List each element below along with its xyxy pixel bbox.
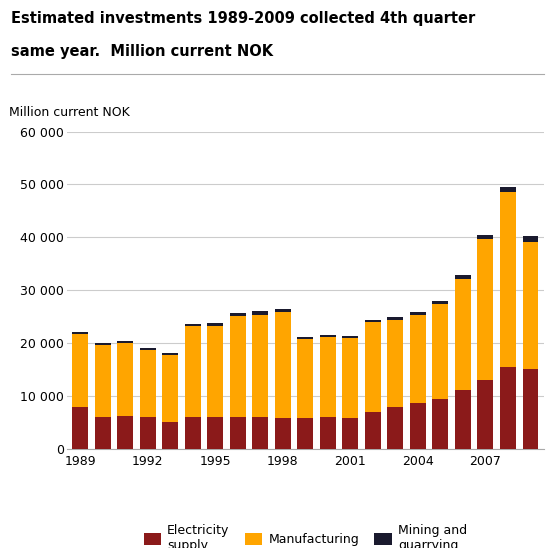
Bar: [500, 187, 516, 192]
Bar: [522, 242, 538, 369]
Bar: [185, 416, 200, 449]
Bar: [342, 418, 358, 449]
Bar: [455, 275, 471, 279]
Bar: [72, 334, 88, 407]
Bar: [410, 403, 426, 449]
Bar: [95, 343, 110, 345]
Bar: [320, 337, 336, 416]
Bar: [455, 279, 471, 390]
Bar: [477, 238, 493, 380]
Bar: [387, 319, 403, 407]
Bar: [95, 345, 110, 416]
Bar: [208, 327, 223, 416]
Bar: [477, 380, 493, 449]
Bar: [162, 353, 178, 355]
Bar: [230, 313, 245, 316]
Bar: [72, 332, 88, 334]
Bar: [297, 339, 313, 418]
Bar: [140, 347, 155, 350]
Bar: [185, 327, 200, 416]
Bar: [162, 422, 178, 449]
Bar: [297, 336, 313, 339]
Bar: [117, 416, 133, 449]
Bar: [140, 350, 155, 417]
Bar: [230, 316, 245, 417]
Bar: [185, 324, 200, 327]
Bar: [522, 369, 538, 449]
Text: same year.  Million current NOK: same year. Million current NOK: [11, 44, 273, 59]
Bar: [253, 315, 268, 416]
Bar: [432, 399, 448, 449]
Bar: [297, 418, 313, 449]
Bar: [410, 312, 426, 315]
Bar: [432, 304, 448, 399]
Bar: [500, 192, 516, 367]
Bar: [253, 416, 268, 449]
Bar: [432, 301, 448, 304]
Bar: [275, 312, 291, 418]
Text: Million current NOK: Million current NOK: [9, 106, 130, 119]
Bar: [365, 320, 381, 322]
Bar: [72, 407, 88, 449]
Bar: [320, 416, 336, 449]
Bar: [117, 341, 133, 343]
Text: Estimated investments 1989-2009 collected 4th quarter: Estimated investments 1989-2009 collecte…: [11, 11, 475, 26]
Legend: Electricity
supply, Manufacturing, Mining and
quarrying: Electricity supply, Manufacturing, Minin…: [139, 519, 472, 548]
Bar: [117, 343, 133, 416]
Bar: [500, 367, 516, 449]
Bar: [387, 317, 403, 319]
Bar: [342, 338, 358, 418]
Bar: [320, 335, 336, 337]
Bar: [140, 417, 155, 449]
Bar: [455, 390, 471, 449]
Bar: [275, 418, 291, 449]
Bar: [365, 412, 381, 449]
Bar: [208, 323, 223, 327]
Bar: [230, 417, 245, 449]
Bar: [365, 322, 381, 412]
Bar: [208, 416, 223, 449]
Bar: [522, 236, 538, 242]
Bar: [342, 336, 358, 338]
Bar: [477, 235, 493, 238]
Bar: [410, 315, 426, 403]
Bar: [387, 407, 403, 449]
Bar: [162, 355, 178, 422]
Bar: [253, 311, 268, 315]
Bar: [275, 309, 291, 312]
Bar: [95, 416, 110, 449]
